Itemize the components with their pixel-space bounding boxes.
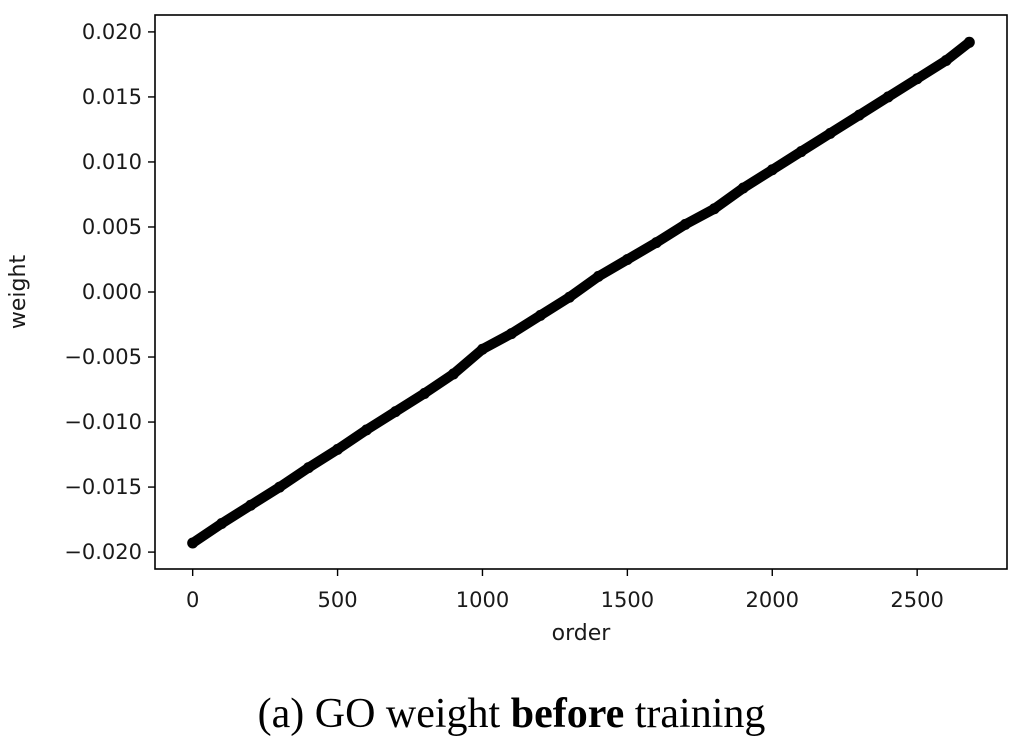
data-point bbox=[737, 182, 749, 194]
x-tick-label: 1500 bbox=[601, 588, 654, 612]
y-tick-label: −0.005 bbox=[64, 345, 142, 369]
data-point bbox=[853, 109, 865, 121]
data-point bbox=[679, 218, 691, 230]
caption-bold: before bbox=[510, 691, 625, 737]
data-point bbox=[505, 328, 517, 340]
y-axis-ticks: 0.020 0.015 0.010 0.005 0.000 −0.005 −0.010 −0.… bbox=[64, 20, 155, 564]
data-point bbox=[592, 270, 604, 282]
plot-area bbox=[187, 36, 975, 549]
figure-caption: (a) GO weight before training bbox=[0, 688, 1023, 740]
y-axis-label: weight bbox=[6, 255, 31, 330]
caption-suffix: training bbox=[624, 691, 766, 737]
y-tick-label: 0.015 bbox=[82, 85, 142, 109]
data-point bbox=[303, 462, 315, 474]
data-point bbox=[390, 406, 402, 418]
data-point bbox=[534, 309, 546, 321]
data-point bbox=[940, 55, 952, 67]
data-point bbox=[824, 127, 836, 139]
data-point bbox=[332, 443, 344, 455]
x-axis-label: order bbox=[552, 621, 612, 646]
data-point bbox=[766, 164, 778, 176]
data-point bbox=[447, 368, 459, 380]
data-point bbox=[650, 237, 662, 249]
data-point bbox=[245, 499, 257, 511]
data-point bbox=[216, 517, 228, 529]
caption-prefix: (a) GO weight bbox=[257, 691, 511, 737]
data-point bbox=[963, 36, 975, 48]
y-tick-label: −0.020 bbox=[64, 540, 142, 564]
plot-frame bbox=[154, 14, 1008, 570]
x-tick-label: 1000 bbox=[456, 588, 509, 612]
data-point bbox=[187, 537, 199, 549]
data-point bbox=[419, 387, 431, 399]
x-tick-label: 2500 bbox=[890, 588, 943, 612]
data-point bbox=[563, 291, 575, 303]
y-tick-label: 0.005 bbox=[82, 215, 142, 239]
data-point bbox=[911, 73, 923, 85]
y-tick-label: 0.010 bbox=[82, 150, 142, 174]
series-line bbox=[187, 37, 975, 548]
y-tick-label: −0.010 bbox=[64, 410, 142, 434]
y-tick-label: 0.020 bbox=[82, 20, 142, 44]
data-point bbox=[621, 253, 633, 265]
data-point bbox=[795, 146, 807, 158]
data-point bbox=[476, 343, 488, 355]
x-tick-label: 0 bbox=[186, 588, 199, 612]
data-point bbox=[882, 91, 894, 103]
chart: 0 500 1000 1500 2000 2500 0.020 0.015 0.010 0.00… bbox=[6, 14, 1008, 646]
y-tick-label: 0.000 bbox=[82, 280, 142, 304]
x-tick-label: 500 bbox=[318, 588, 358, 612]
y-tick-label: −0.015 bbox=[64, 475, 142, 499]
x-axis-ticks: 0 500 1000 1500 2000 2500 bbox=[186, 569, 944, 612]
data-point bbox=[361, 424, 373, 436]
x-tick-label: 2000 bbox=[746, 588, 799, 612]
data-point bbox=[708, 203, 720, 215]
data-point bbox=[274, 481, 286, 493]
